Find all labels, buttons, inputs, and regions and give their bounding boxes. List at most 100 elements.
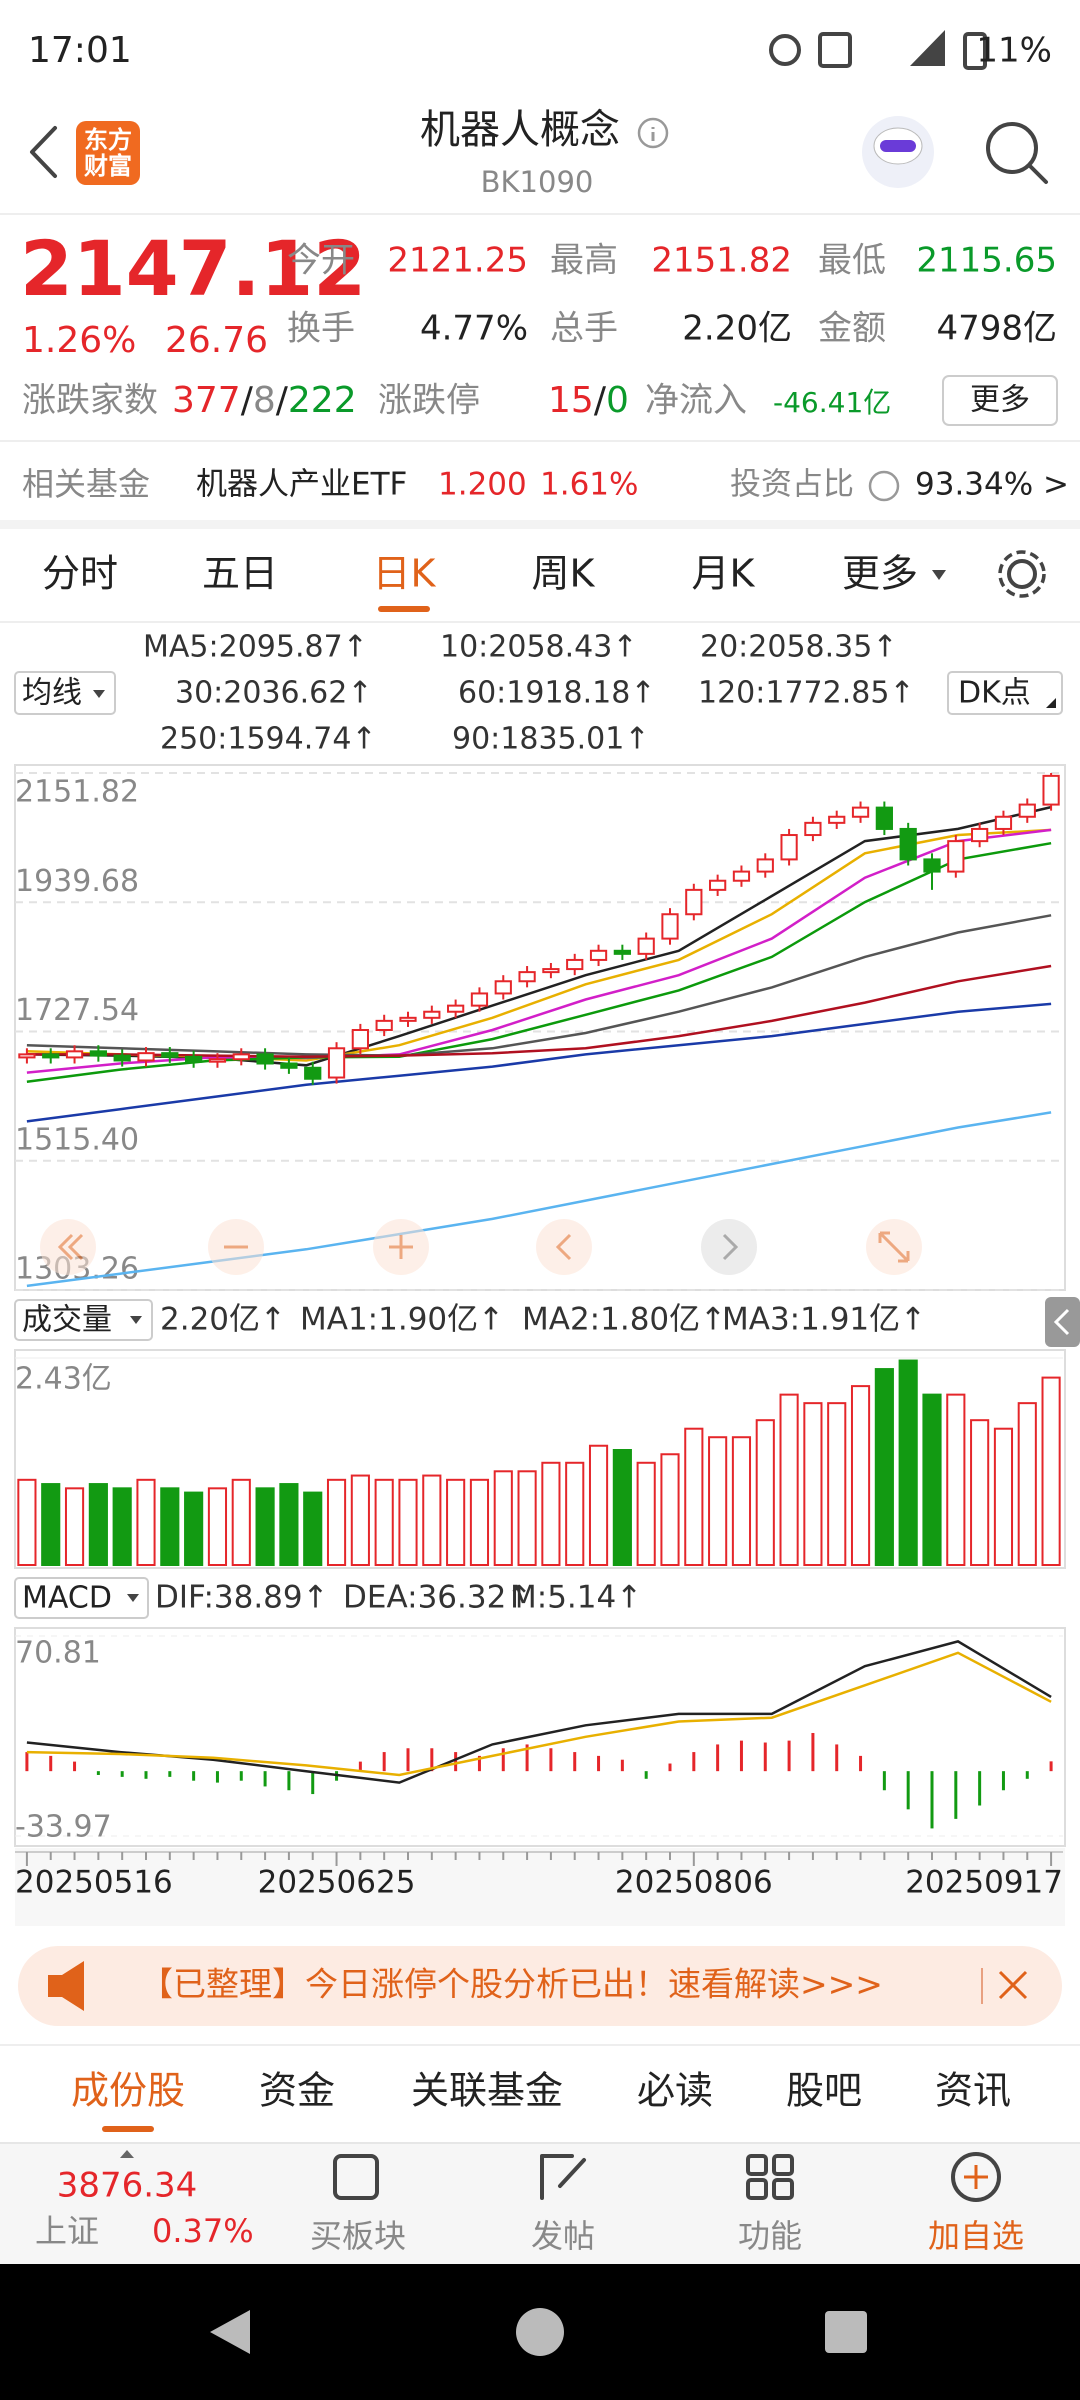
bottom-tab[interactable]: 关联基金 <box>411 2069 563 2113</box>
x-tick-label: 20250625 <box>258 1865 416 1901</box>
candle-body <box>351 1029 369 1050</box>
action[interactable]: 发帖 <box>531 2217 595 2255</box>
legend-item: 20:2058.35↑ <box>700 630 897 665</box>
candle-body <box>637 937 655 955</box>
bottom-tab[interactable]: 资讯 <box>935 2069 1011 2113</box>
y-tick-label: 2151.82 <box>15 775 139 810</box>
bottom-tab[interactable]: 资金 <box>259 2069 335 2113</box>
volume-bar <box>279 1483 299 1567</box>
tab[interactable]: 月K <box>692 552 756 596</box>
macd-panel <box>14 1627 1066 1847</box>
logo-text: 东方财富 <box>84 126 132 180</box>
volume-bar <box>755 1419 775 1566</box>
zoom-out[interactable] <box>208 1219 264 1275</box>
action[interactable]: 加自选 <box>928 2217 1024 2255</box>
candle-body <box>899 827 917 861</box>
nav-back[interactable] <box>210 2310 250 2354</box>
bottom-tab[interactable]: 成份股 <box>71 2069 185 2113</box>
back-button[interactable] <box>30 126 57 178</box>
ma-selector-label[interactable]: 均线 <box>22 676 82 711</box>
avatar[interactable] <box>862 116 934 188</box>
candle-body <box>327 1047 346 1079</box>
index-name[interactable]: 上证 <box>35 2212 99 2250</box>
candle-body <box>232 1053 250 1061</box>
volume-bar <box>64 1487 85 1567</box>
tab[interactable]: 日K <box>373 552 437 596</box>
bottom-tabs: 成份股 资金 关联基金 必读 股吧 资讯 <box>71 2069 1011 2132</box>
volume-bar <box>898 1359 918 1566</box>
breadth-down: 222 <box>288 380 357 421</box>
banner-close[interactable] <box>998 1970 1028 2000</box>
dropdown-arrow <box>932 570 946 580</box>
move-left[interactable] <box>536 1219 592 1275</box>
settings-button[interactable] <box>998 550 1046 598</box>
zoom-in[interactable] <box>373 1219 429 1275</box>
fund-change: 1.61% <box>540 467 638 503</box>
volume-bar <box>827 1402 847 1567</box>
tab[interactable]: 分时 <box>42 552 118 596</box>
dk-label[interactable]: DK点 <box>958 676 1031 711</box>
fund-name[interactable]: 机器人产业ETF <box>196 467 407 503</box>
status-time: 17:01 <box>28 30 132 71</box>
banner-text[interactable]: 【已整理】今日涨停个股分析已出！速看解读>>> <box>140 1965 883 2004</box>
candle-body <box>447 1004 465 1013</box>
bottom-tab[interactable]: 必读 <box>637 2069 713 2113</box>
more-label[interactable]: 更多 <box>970 383 1030 418</box>
volume-bar <box>970 1419 990 1566</box>
info-icon[interactable] <box>637 117 669 149</box>
action[interactable]: 功能 <box>738 2217 802 2255</box>
stat-value: 4.77% <box>420 309 528 349</box>
tab[interactable]: 周K <box>532 552 596 596</box>
megaphone <box>48 1961 84 2011</box>
candle-body <box>661 913 679 940</box>
y-tick-label: 70.81 <box>15 1636 101 1671</box>
fullscreen[interactable] <box>866 1219 922 1275</box>
help-icon[interactable] <box>868 470 900 502</box>
title: 机器人概念 <box>420 107 620 153</box>
nav-home[interactable] <box>516 2308 564 2356</box>
nav-recent[interactable] <box>825 2311 867 2353</box>
candle-body <box>780 834 798 861</box>
y-tick-label: 1515.40 <box>15 1122 139 1157</box>
ratio[interactable]: 93.34% > <box>915 467 1069 503</box>
date-axis-bg <box>15 1848 1065 1926</box>
volume-selector[interactable] <box>14 1299 153 1341</box>
more-button[interactable] <box>942 375 1058 426</box>
y-tick-label: 1939.68 <box>15 864 139 899</box>
candle-body <box>1018 803 1036 818</box>
search-button[interactable] <box>986 122 1048 184</box>
side-tab[interactable] <box>1045 1297 1080 1347</box>
ma-selector[interactable] <box>14 671 116 715</box>
dropdown-arrow <box>127 1594 139 1602</box>
sep: / <box>241 380 254 421</box>
volume-bar <box>803 1402 823 1567</box>
banner[interactable] <box>18 1946 1062 2026</box>
bottom-tab[interactable]: 股吧 <box>786 2069 862 2113</box>
volume-selector-label[interactable]: 成交量 <box>22 1303 112 1338</box>
index-change[interactable]: 0.37% <box>152 2212 254 2250</box>
macd-selector[interactable] <box>14 1577 149 1619</box>
tab[interactable]: 更多 <box>842 552 918 596</box>
volume-bar <box>231 1478 251 1567</box>
macd-selector-label[interactable]: MACD <box>22 1581 112 1616</box>
dk-button[interactable] <box>947 671 1063 715</box>
tab[interactable]: 五日 <box>202 552 278 596</box>
volume-bar <box>493 1470 513 1566</box>
logo <box>76 121 140 185</box>
index-value[interactable]: 3876.34 <box>57 2166 198 2206</box>
zoom-left[interactable] <box>40 1219 96 1275</box>
volume-bar <box>922 1393 942 1567</box>
candle-body <box>304 1066 322 1080</box>
action[interactable]: 买板块 <box>310 2217 406 2255</box>
ma-line <box>26 914 1052 1057</box>
move-right[interactable] <box>701 1219 757 1275</box>
macd-legend-item: DIF:38.89↑ <box>155 1580 329 1616</box>
stat-label: 换手 <box>287 309 355 349</box>
inflow-label: 净流入 <box>645 381 747 421</box>
stats: 今开 2121.25 最高 2151.82 最低 2115.65 换手 4.77% 总手 2.20… <box>287 241 1057 349</box>
volume-bar <box>184 1491 204 1567</box>
candle-body <box>709 879 727 891</box>
change-pct: 1.26% <box>22 320 136 361</box>
macd-line <box>26 1651 1052 1777</box>
legend-item: 90:1835.01↑ <box>452 722 649 757</box>
